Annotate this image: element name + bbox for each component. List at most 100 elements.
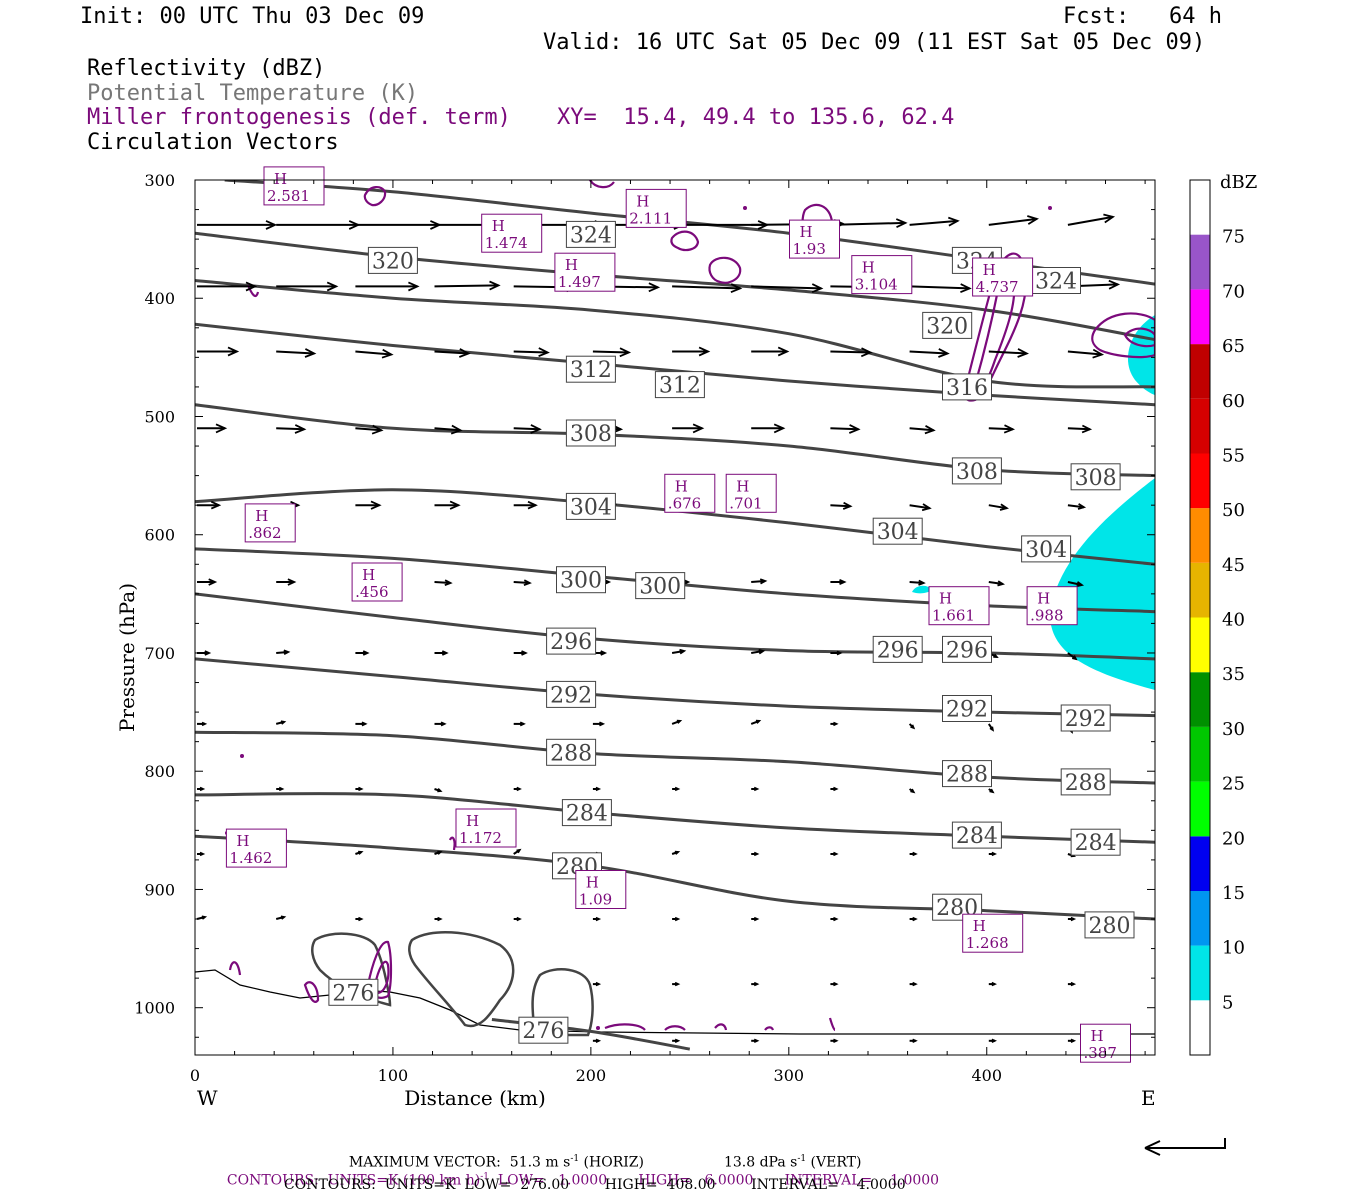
circulation-vector-r7-2 — [355, 721, 368, 727]
circulation-vector-r0-1 — [276, 220, 361, 230]
frontogenesis-contour-18 — [604, 1023, 646, 1031]
y-tick-label-600: 600 — [144, 526, 175, 545]
circulation-vector-r3-9 — [909, 425, 936, 435]
circulation-vector-r6-2 — [355, 650, 370, 656]
theta-label-box — [942, 373, 992, 401]
frontogenesis-contour-14 — [373, 960, 390, 995]
theta-label-text: 276 — [332, 981, 374, 1006]
theta-label-284-2: 284 — [1070, 828, 1121, 856]
vector-head — [210, 500, 222, 510]
vector-head — [848, 424, 861, 434]
circulation-vector-r6-4 — [513, 650, 528, 656]
theta-label-text: 296 — [946, 638, 988, 663]
frontogenesis-max-letter: H — [973, 917, 986, 935]
frontogenesis-max-box — [725, 473, 777, 513]
vector-head — [201, 915, 208, 920]
colorbar-segment-14 — [1190, 234, 1210, 290]
vector-head — [326, 281, 339, 292]
colorbar-layer: 5 10 15 20 25 30 35 40 45 50 55 60 65 70 75 dBZ — [1189, 172, 1257, 1056]
frontogenesis-contour-4 — [1123, 327, 1155, 348]
frontogenesis-max-box — [554, 252, 616, 292]
vector-head — [833, 981, 839, 987]
frontogenesis-max-box — [244, 503, 296, 543]
theta-label-text: 284 — [956, 824, 998, 849]
x-tick-label-400: 400 — [971, 1066, 1002, 1085]
vector-shaft — [1067, 350, 1102, 356]
theta-label-box — [546, 680, 597, 708]
init-time: Init: 00 UTC Thu 03 Dec 09 — [80, 4, 425, 29]
circulation-vector-r7-10 — [987, 723, 995, 732]
vector-shaft — [751, 285, 822, 290]
circulation-vector-r10-5 — [592, 916, 602, 922]
vector-head — [516, 916, 522, 922]
frontogenesis-max-value: .456 — [355, 583, 388, 601]
circulation-vector-r8-1 — [276, 786, 285, 792]
vector-head — [833, 786, 839, 792]
circulation-vector-r7-4 — [513, 721, 526, 727]
frontogenesis-max-box — [575, 870, 627, 909]
legend-xy-coordinates: XY= 15.4, 49.4 to 135.6, 62.4 — [557, 105, 955, 130]
circulation-vector-r8-3 — [434, 788, 443, 793]
circulation-vector-r4-11 — [1067, 503, 1087, 510]
theta-label-288-2: 288 — [1060, 768, 1111, 796]
vector-shaft — [1067, 581, 1083, 586]
vector-head — [371, 424, 384, 435]
vector-head — [619, 347, 632, 358]
circulation-vector-r12-2 — [751, 1038, 760, 1044]
circulation-vector-r10-6 — [672, 916, 681, 922]
circulation-vector-r3-8 — [830, 424, 861, 434]
circulation-vector-r8-10 — [988, 788, 995, 794]
frontogenesis-contour-15 — [228, 961, 242, 976]
frontogenesis-max-value: 1.462 — [229, 849, 272, 867]
vector-head — [753, 851, 760, 857]
frontogenesis-max-10: H.862 — [244, 503, 296, 543]
x-tick-label-0: 0 — [190, 1066, 200, 1085]
frontogenesis-contour-8 — [363, 186, 387, 207]
circulation-vector-r11-2 — [751, 981, 760, 987]
circulation-vector-r7-9 — [908, 723, 916, 730]
vector-head — [441, 650, 449, 656]
theta-label-box — [942, 760, 992, 788]
vector-shaft — [513, 350, 548, 354]
vector-head — [538, 347, 550, 358]
vector-head — [698, 346, 711, 357]
circulation-vector-r11-3 — [830, 981, 839, 987]
vector-head — [450, 424, 463, 435]
frontogenesis-max-box — [481, 213, 543, 253]
frontogenesis-max-box — [225, 828, 287, 868]
circulation-vector-r7-0 — [197, 721, 208, 727]
vector-head — [1027, 215, 1039, 225]
circulation-vector-r4-4 — [513, 500, 538, 510]
theta-label-300-0: 300 — [556, 566, 606, 594]
theta-label-text: 280 — [1089, 914, 1131, 939]
circulation-vector-r5-4 — [513, 579, 532, 587]
theta-label-text: 312 — [570, 358, 612, 383]
vector-head — [437, 916, 443, 922]
vector-head — [595, 786, 602, 792]
contours-frontogenesis-units: CONTOURS: UNITS=K (100 km h) — [226, 1172, 481, 1189]
circulation-vector-r8-8 — [830, 786, 839, 792]
theta-label-box — [565, 492, 616, 520]
frontogenesis-max-value: .676 — [668, 494, 701, 512]
reference-arrow-head — [1144, 1140, 1161, 1156]
frontogenesis-max-value: 1.497 — [558, 273, 601, 291]
theta-label-box — [565, 355, 616, 383]
vector-head — [361, 721, 368, 727]
colorbar-segment-5 — [1190, 726, 1210, 782]
frontogenesis-max-letter: H — [800, 223, 813, 241]
theta-label-320-0: 320 — [367, 246, 418, 274]
theta-label-308-0: 308 — [565, 419, 616, 447]
theta-label-box — [872, 635, 923, 663]
circulation-vector-r10-1 — [275, 915, 287, 920]
circulation-vector-r11-4 — [909, 981, 918, 987]
circulation-vector-r9-0 — [197, 851, 206, 857]
frontogenesis-max-value: 1.661 — [932, 607, 975, 625]
circulation-vector-r9-4 — [513, 848, 522, 855]
colorbar-segment-top — [1190, 180, 1210, 235]
circulation-vector-r5-3 — [434, 579, 453, 587]
vector-head — [362, 650, 370, 656]
colorbar-label-75: 75 — [1222, 227, 1245, 248]
circulation-vector-r0-11 — [1067, 213, 1116, 226]
theta-label-box — [654, 371, 705, 399]
circulation-vector-r3-11 — [1067, 424, 1093, 434]
